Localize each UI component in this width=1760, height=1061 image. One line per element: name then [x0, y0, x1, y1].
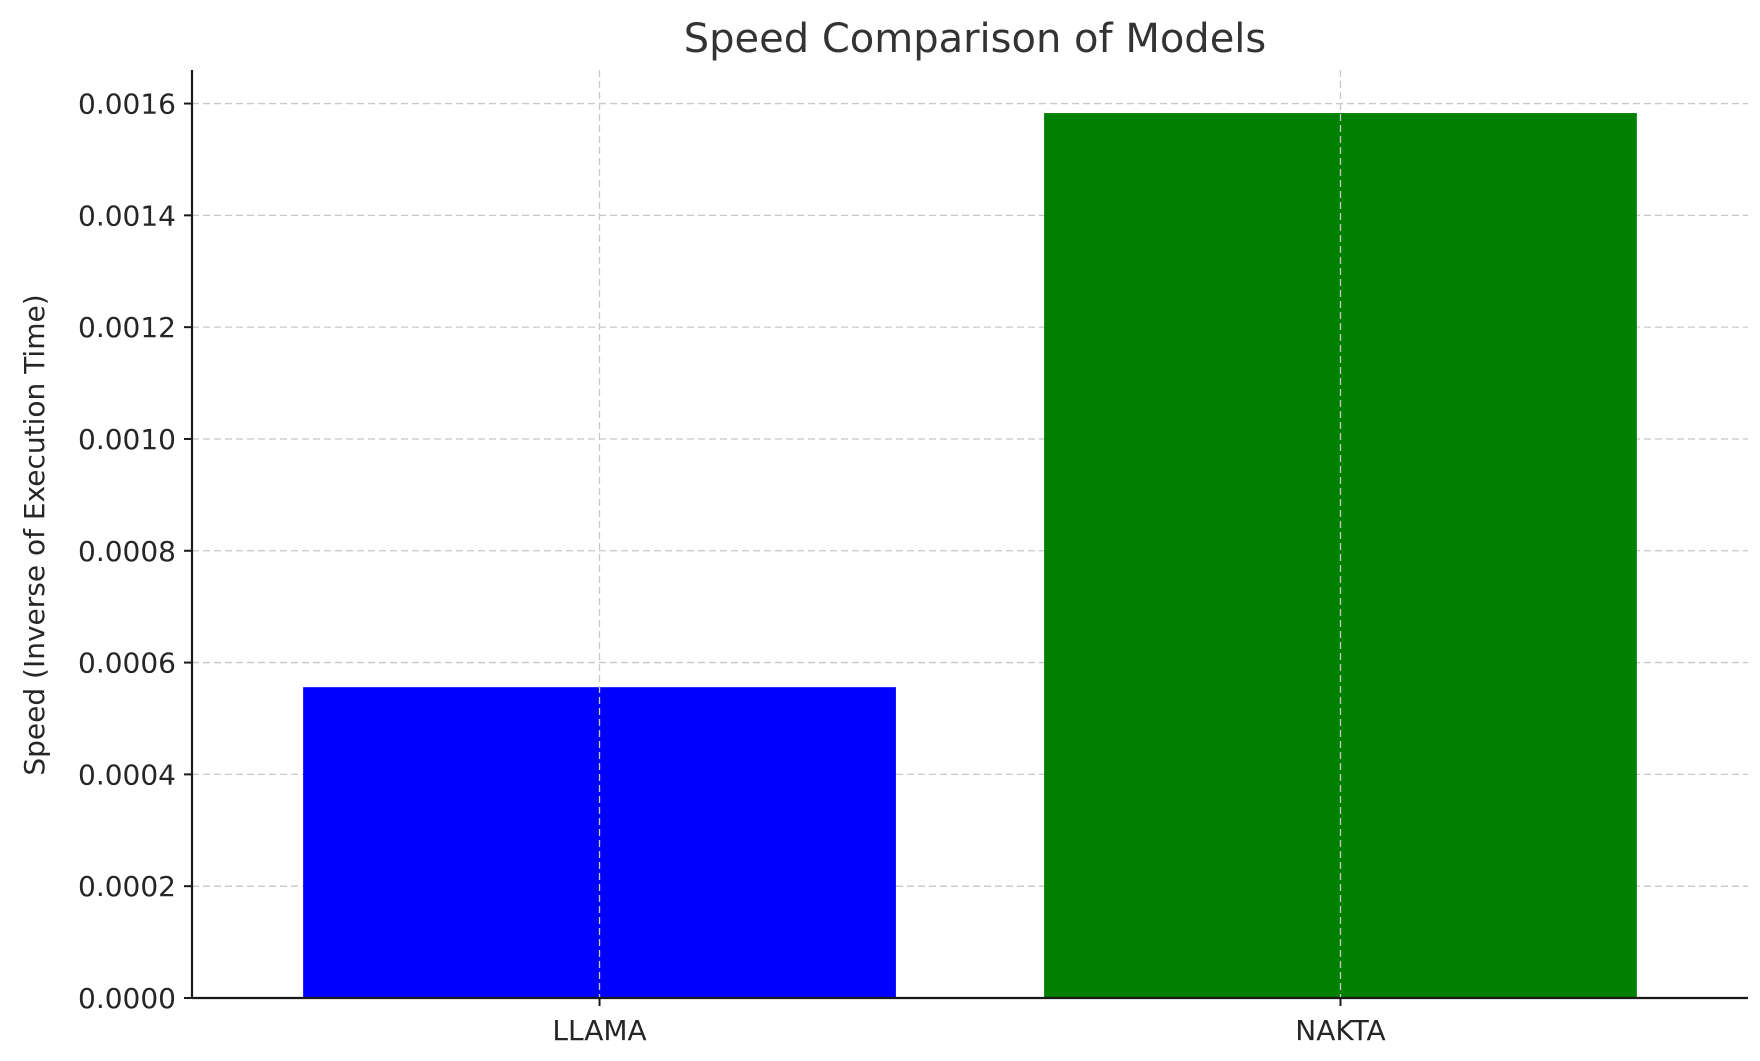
y-tick-label: 0.0004: [78, 758, 176, 791]
y-tick-label: 0.0002: [78, 870, 176, 903]
y-tick-label: 0.0000: [78, 982, 176, 1015]
y-tick-label: 0.0016: [78, 88, 176, 121]
x-tick-label: LLAMA: [552, 1014, 646, 1047]
y-tick-label: 0.0006: [78, 647, 176, 680]
axes: [184, 70, 1748, 1006]
vertical-grid-lines: [598, 70, 1342, 998]
x-tick-label: NAKTA: [1295, 1014, 1385, 1047]
y-tick-label: 0.0014: [78, 199, 176, 232]
chart-title: Speed Comparison of Models: [684, 16, 1267, 62]
y-tick-labels: 0.0000 0.0002 0.0004 0.0006 0.0008 0.0010 0.00…: [78, 88, 176, 1015]
y-axis-title: Speed (Inverse of Execution Time): [18, 294, 51, 775]
y-tick-label: 0.0010: [78, 423, 176, 456]
y-tick-label: 0.0012: [78, 311, 176, 344]
x-tick-labels: LLAMA NAKTA: [552, 1014, 1385, 1047]
y-tick-label: 0.0008: [78, 535, 176, 568]
bars: [303, 113, 1637, 999]
